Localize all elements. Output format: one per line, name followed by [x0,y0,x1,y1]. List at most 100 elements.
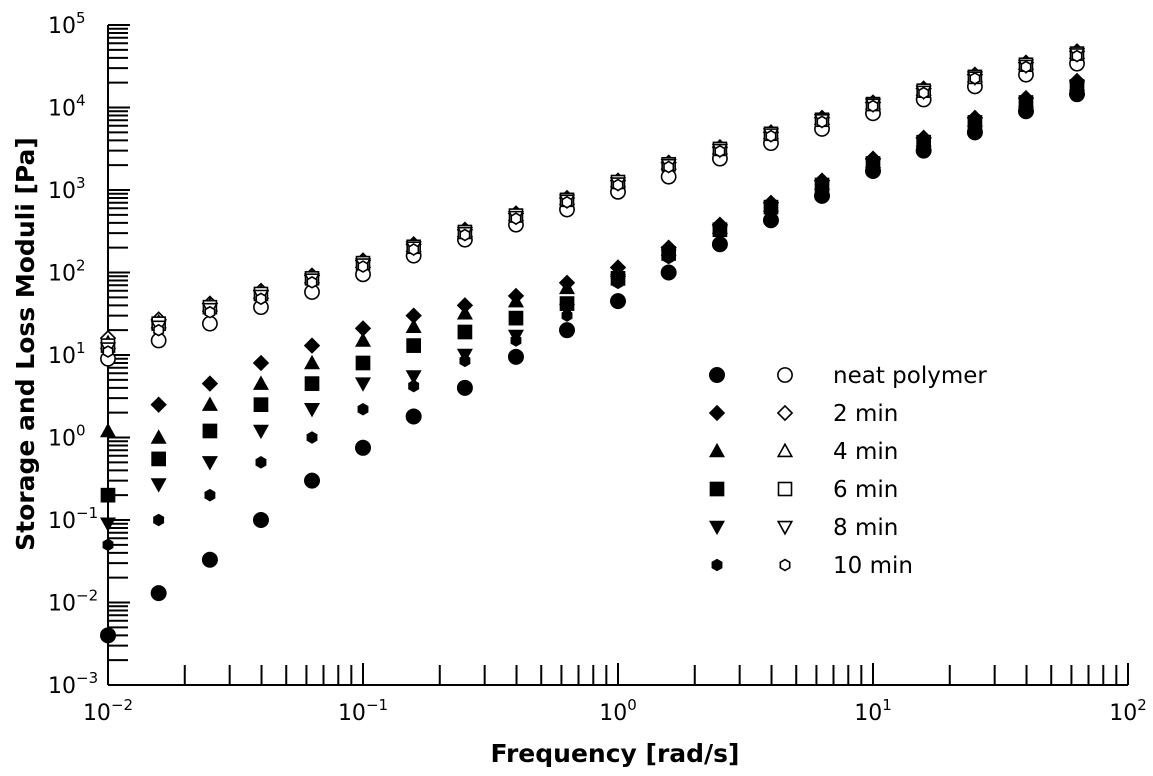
point-10-min-open [612,178,624,192]
point-6-min-filled [304,376,320,391]
point-4-min-filled [150,429,167,444]
point-10-min-filled [153,513,165,527]
point-6-min-filled [406,338,421,353]
point-8-min-filled [355,377,371,392]
point-neat-polymer-filled [559,322,576,339]
legend: neat polymer 2 min 4 min 6 min 8 min 10 min [708,363,987,579]
point-10-min-filled [867,160,879,174]
point-10-min-open [969,72,981,85]
legend-marker-open [776,520,794,536]
x-tick-label: 101 [854,696,892,726]
legend-marker-open [776,442,794,458]
point-6-min-filled [355,355,371,371]
point-10-min-filled [714,226,726,240]
point-neat-polymer-filled [405,408,422,425]
point-neat-polymer-filled [507,348,524,365]
point-neat-polymer-filled [252,512,269,528]
point-6-min-filled [508,310,524,326]
y-tick-label: 10−1 [48,504,98,534]
legend-label: 6 min [833,477,898,503]
legend-marker-open [779,558,791,572]
legend-label: 8 min [833,515,898,541]
legend-label: 10 min [833,553,913,579]
point-10-min-open [816,115,828,129]
point-8-min-filled [405,370,422,385]
point-10-min-filled [1071,83,1083,96]
point-10-min-open [153,323,165,337]
legend-marker-filled [709,367,725,383]
legend-marker-open [777,481,793,497]
x-tick-label: 10−1 [338,696,388,726]
point-10-min-open [408,243,420,256]
y-tick-label: 103 [48,174,86,204]
point-10-min-open [561,195,573,209]
legend-label: 2 min [833,401,898,427]
point-8-min-filled [100,517,116,532]
point-10-min-filled [663,251,675,265]
point-10-min-filled [918,138,930,152]
legend-marker-filled [709,481,725,497]
point-10-min-open [357,260,369,273]
point-10-min-open [765,129,777,143]
point-4-min-filled [100,422,116,438]
y-tick-label: 101 [48,339,86,369]
point-10-min-filled [612,276,624,290]
point-10-min-filled [561,309,573,322]
point-neat-polymer-filled [201,551,218,568]
point-8-min-filled [150,478,167,493]
point-6-min-filled [202,423,218,439]
point-10-min-filled [102,538,114,552]
tick-labels: 10−2 10−1 100 101 10210−310−210−110010110210… [48,9,1147,726]
y-tick-label: 102 [48,257,86,287]
point-6-min-filled [151,451,166,467]
point-10-min-filled [1020,99,1032,113]
point-10-min-filled [408,379,420,393]
legend-marker-open [776,404,794,422]
x-axis-title: Frequency [rad/s] [491,739,740,768]
point-2-min-filled [201,375,219,392]
point-4-min-filled [252,375,269,390]
point-4-min-filled [559,279,576,295]
x-tick-label: 100 [599,696,637,726]
point-10-min-filled [306,431,318,444]
point-neat-polymer-filled [355,439,371,456]
point-neat-polymer-filled [660,264,677,281]
point-8-min-filled [304,403,321,418]
point-10-min-open [1020,60,1032,74]
x-tick-label: 10−2 [83,696,133,726]
point-10-min-filled [765,203,777,216]
point-4-min-filled [456,305,473,320]
point-2-min-filled [252,354,270,372]
point-2-min-filled [150,396,167,413]
point-10-min-open [204,305,216,319]
point-10-min-open [1071,49,1083,63]
data-points [99,43,1086,644]
point-10-min-open [306,275,318,289]
point-10-min-filled [510,334,522,347]
legend-label: neat polymer [833,363,987,389]
point-10-min-filled [459,354,471,368]
point-neat-polymer-filled [304,472,321,489]
x-tick-label: 102 [1109,696,1147,726]
point-8-min-filled [252,424,269,440]
legend-marker-open [777,367,793,383]
point-10-min-open [663,160,675,174]
y-tick-label: 10−2 [48,587,98,617]
legend-marker-filled [711,558,723,572]
point-10-min-open [918,86,930,100]
point-neat-polymer-filled [100,627,116,644]
point-10-min-open [459,228,471,242]
point-2-min-filled [303,337,321,354]
point-4-min-filled [304,354,321,370]
point-10-min-open [714,144,726,158]
point-4-min-filled [507,292,524,308]
point-10-min-open [867,99,879,113]
y-tick-label: 100 [48,422,86,452]
point-10-min-open [510,212,522,225]
legend-label: 4 min [833,439,898,465]
y-tick-label: 105 [48,9,86,39]
y-axis-title: Storage and Loss Moduli [Pa] [11,137,40,551]
point-8-min-filled [201,456,218,471]
